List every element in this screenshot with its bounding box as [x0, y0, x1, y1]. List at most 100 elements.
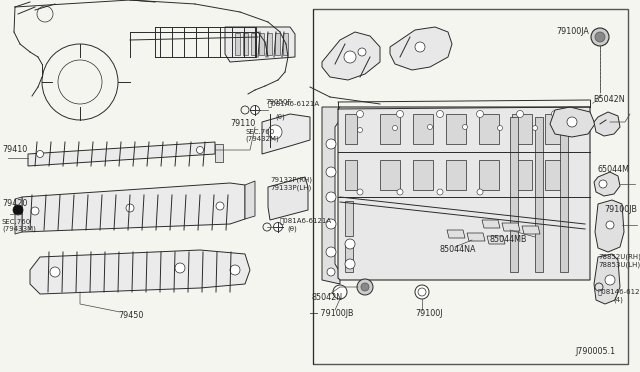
Circle shape — [333, 285, 347, 299]
Circle shape — [415, 285, 429, 299]
Bar — [259, 33, 264, 55]
Polygon shape — [15, 197, 22, 234]
Circle shape — [126, 204, 134, 212]
Polygon shape — [22, 183, 245, 232]
Polygon shape — [390, 27, 452, 70]
Polygon shape — [338, 107, 590, 280]
Bar — [479, 114, 499, 144]
Bar — [512, 160, 532, 190]
Polygon shape — [482, 220, 500, 228]
Circle shape — [361, 283, 369, 291]
Circle shape — [268, 125, 282, 139]
Text: 79100J: 79100J — [415, 310, 442, 318]
Bar — [215, 144, 223, 162]
Circle shape — [50, 267, 60, 277]
Text: 79410: 79410 — [2, 145, 28, 154]
Circle shape — [31, 207, 39, 215]
Circle shape — [36, 151, 44, 157]
Circle shape — [477, 110, 483, 118]
Circle shape — [196, 147, 204, 154]
Circle shape — [605, 275, 615, 285]
Text: (4): (4) — [613, 297, 623, 303]
Polygon shape — [322, 32, 380, 80]
Bar — [512, 114, 532, 144]
Circle shape — [230, 265, 240, 275]
Polygon shape — [262, 114, 310, 154]
Text: 79420: 79420 — [2, 199, 28, 208]
Circle shape — [392, 125, 397, 131]
Circle shape — [358, 128, 362, 132]
Text: (79433M): (79433M) — [2, 226, 36, 232]
Circle shape — [567, 117, 577, 127]
Text: 65044M: 65044M — [598, 166, 630, 174]
Bar — [258, 32, 288, 57]
Polygon shape — [595, 200, 624, 252]
Circle shape — [532, 125, 538, 131]
Text: Ⓑ081A6-6121A: Ⓑ081A6-6121A — [268, 101, 320, 107]
Bar — [535, 117, 543, 272]
Text: 78853U(LH): 78853U(LH) — [598, 262, 640, 268]
Text: 78852U(RH): 78852U(RH) — [598, 254, 640, 260]
Polygon shape — [487, 236, 505, 244]
Circle shape — [326, 219, 336, 229]
Bar — [251, 33, 256, 55]
Text: (θ): (θ) — [275, 114, 285, 120]
Bar — [380, 114, 400, 144]
Bar — [345, 201, 353, 236]
Polygon shape — [522, 226, 540, 234]
Bar — [413, 160, 433, 190]
Text: 85042N: 85042N — [312, 292, 343, 301]
Circle shape — [216, 202, 224, 210]
Circle shape — [437, 189, 443, 195]
Bar — [283, 33, 288, 55]
Text: 79110: 79110 — [230, 119, 255, 128]
Text: J790005.1: J790005.1 — [575, 347, 615, 356]
Circle shape — [273, 222, 282, 231]
Circle shape — [436, 110, 444, 118]
Polygon shape — [268, 177, 308, 220]
Circle shape — [397, 189, 403, 195]
Text: 79100JA: 79100JA — [556, 28, 589, 36]
Circle shape — [595, 32, 605, 42]
Circle shape — [356, 110, 364, 118]
Text: SEC.760: SEC.760 — [245, 129, 275, 135]
Circle shape — [326, 247, 336, 257]
Polygon shape — [594, 254, 620, 304]
Text: 79132P(RH): 79132P(RH) — [270, 177, 312, 183]
Polygon shape — [467, 233, 485, 241]
Polygon shape — [550, 107, 595, 137]
Polygon shape — [502, 223, 520, 231]
Circle shape — [357, 279, 373, 295]
Polygon shape — [447, 230, 465, 238]
Text: (79432M): (79432M) — [245, 136, 279, 142]
Circle shape — [428, 125, 433, 129]
Polygon shape — [245, 181, 255, 219]
Circle shape — [599, 180, 607, 188]
Text: B5042N: B5042N — [593, 96, 625, 105]
Text: Ⓑ08146-6122G: Ⓑ08146-6122G — [598, 289, 640, 295]
Bar — [545, 114, 565, 144]
Text: 79050F: 79050F — [265, 99, 291, 105]
Text: 79133P(LH): 79133P(LH) — [270, 185, 311, 191]
Text: 85044NA: 85044NA — [440, 246, 477, 254]
Circle shape — [497, 125, 502, 131]
Text: 79450: 79450 — [118, 311, 143, 320]
Text: Ⓑ081A6-6121A: Ⓑ081A6-6121A — [280, 218, 332, 224]
Circle shape — [358, 48, 366, 56]
Bar — [345, 160, 357, 190]
Bar — [446, 160, 466, 190]
Circle shape — [477, 189, 483, 195]
Circle shape — [591, 28, 609, 46]
Circle shape — [344, 51, 356, 63]
Polygon shape — [594, 172, 620, 196]
Bar — [243, 33, 248, 55]
Circle shape — [415, 42, 425, 52]
Bar — [413, 114, 433, 144]
Bar — [235, 33, 240, 55]
Circle shape — [326, 139, 336, 149]
Text: (θ): (θ) — [287, 226, 297, 232]
Polygon shape — [30, 250, 250, 294]
Bar — [510, 117, 518, 272]
Bar — [479, 160, 499, 190]
Polygon shape — [28, 142, 215, 166]
